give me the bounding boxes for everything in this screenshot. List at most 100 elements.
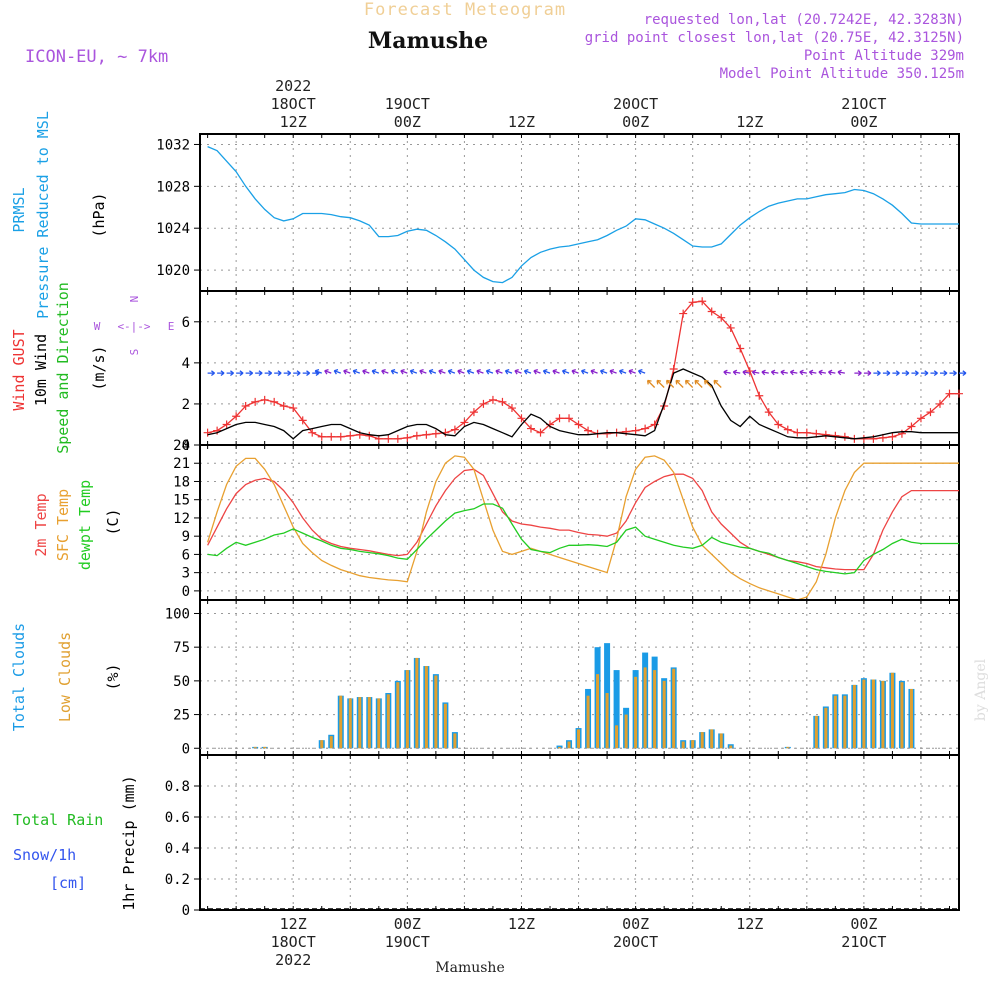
y-tick-label: 0 — [182, 741, 190, 757]
temp-labels: 2m Temp SFC Temp dewpt Temp (C) — [32, 480, 122, 570]
y-tick-label: 4 — [182, 356, 190, 372]
low-clouds-bar — [843, 695, 847, 749]
gust-marker — [641, 424, 650, 433]
wind-direction-arrow — [333, 368, 341, 375]
wind-direction-arrow — [939, 370, 948, 377]
low-clouds-bar — [833, 695, 837, 749]
gust-marker — [584, 426, 593, 435]
clouds-panel: 0 25 50 75 100 — [165, 599, 960, 757]
time-tick-top: 12Z — [736, 113, 763, 131]
y-tick-label: 2 — [182, 397, 190, 413]
y-tick-label: 6 — [182, 315, 190, 331]
snow-unit-label: [cm] — [50, 874, 86, 892]
series-line-2m-temp — [207, 468, 959, 571]
wind-direction-arrow — [236, 370, 244, 377]
gust-marker — [935, 399, 944, 408]
series-line-dewpt-temp — [207, 503, 959, 575]
y-tick-label: 1028 — [156, 179, 190, 195]
wind-direction-arrow — [761, 369, 769, 376]
low-clouds-bar — [415, 657, 419, 749]
low-clouds-bar — [909, 688, 913, 749]
gust-marker — [555, 414, 564, 423]
t2m-label: 2m Temp — [32, 493, 50, 556]
gust-marker — [241, 401, 250, 410]
series-line-prmsl — [207, 146, 959, 284]
wind-direction-arrow — [770, 369, 779, 376]
low-clouds-bar — [681, 741, 685, 749]
gust-marker — [831, 431, 840, 440]
gust-marker — [289, 404, 298, 413]
gust-marker — [565, 414, 574, 423]
temperature-frame — [199, 444, 960, 601]
gust-marker — [793, 428, 802, 437]
gust-marker — [536, 428, 545, 437]
gust-marker — [232, 412, 241, 421]
time-tick-bottom: 00Z — [394, 915, 421, 933]
low-clouds-bar — [691, 740, 695, 749]
wind-direction-arrow — [958, 370, 967, 377]
y-tick-label: 6 — [182, 547, 190, 563]
wind-direction-arrow — [207, 370, 215, 377]
y-tick-label: 1032 — [156, 137, 190, 153]
pressure-panel: 1020 1024 1028 1032 — [156, 133, 960, 292]
wind-direction-arrow — [637, 368, 646, 375]
date-label-bottom: 18OCT — [271, 933, 316, 951]
station-bottom: Mamushe — [435, 960, 504, 976]
date-label-bottom: 21OCT — [841, 933, 886, 951]
point-altitude: Point Altitude 329m — [804, 48, 964, 64]
wind-direction-arrow — [799, 369, 807, 376]
wind-10m-label: 10m Wind — [32, 334, 50, 406]
low-clouds-bar — [443, 703, 447, 749]
low-clouds-bar — [577, 729, 581, 749]
wind-direction-arrow — [457, 368, 465, 375]
y-tick-label: 0.8 — [165, 779, 190, 795]
gust-marker — [679, 309, 688, 318]
wind-direction-arrow — [732, 369, 741, 376]
temperature-panel: 0 3 6 9 12 15 18 21 24 — [173, 438, 960, 601]
low-clouds-bar — [405, 670, 409, 749]
precip-unit-label: 1hr Precip (mm) — [120, 775, 138, 910]
wind-direction-arrow — [552, 368, 560, 375]
gust-marker — [479, 399, 488, 408]
y-tick-label: 1020 — [156, 263, 190, 279]
gust-marker — [279, 401, 288, 410]
total-clouds-bar — [613, 670, 620, 749]
gust-marker — [888, 432, 897, 441]
low-clouds-bar — [890, 672, 894, 749]
low-clouds-bar — [634, 676, 638, 749]
wind-direction-arrow — [542, 368, 551, 375]
low-clouds-bar — [377, 698, 381, 749]
time-tick-top: 00Z — [622, 113, 649, 131]
wind-direction-arrow — [362, 368, 370, 375]
wind-direction-arrow — [818, 369, 826, 376]
gust-marker — [907, 422, 916, 431]
year-label-bottom: 2022 — [275, 951, 311, 969]
gust-marker — [384, 434, 393, 443]
wind-panel: 0 2 4 6 — [182, 290, 967, 454]
wind-direction-arrow — [892, 370, 900, 377]
precip-frame — [199, 754, 960, 911]
gridpoint-coords: grid point closest lon,lat (20.75E, 42.3… — [585, 30, 964, 46]
gust-marker — [764, 408, 773, 417]
wind-direction-arrow — [514, 368, 522, 375]
low-clouds-bar — [253, 746, 257, 749]
date-label-top: 20OCT — [613, 95, 658, 113]
low-clouds-bar — [672, 668, 676, 749]
y-tick-label: 25 — [173, 708, 190, 724]
low-clouds-bar — [710, 729, 714, 749]
wind-direction-arrow — [274, 370, 282, 377]
y-tick-label: 0.4 — [165, 841, 190, 857]
wind-direction-arrow — [628, 368, 636, 375]
hpa-unit-label: (hPa) — [90, 192, 108, 237]
compass-e: E — [168, 320, 175, 333]
requested-coords: requested lon,lat (20.7242E, 42.3283N) — [644, 12, 964, 28]
gust-marker — [412, 431, 421, 440]
low-clouds-bar — [814, 715, 818, 749]
y-tick-label: 9 — [182, 529, 190, 545]
wind-direction-arrow — [314, 368, 322, 375]
gust-marker — [298, 416, 307, 425]
wind-direction-arrow — [675, 379, 684, 388]
gust-marker — [270, 397, 279, 406]
wind-direction-arrow — [302, 370, 311, 377]
